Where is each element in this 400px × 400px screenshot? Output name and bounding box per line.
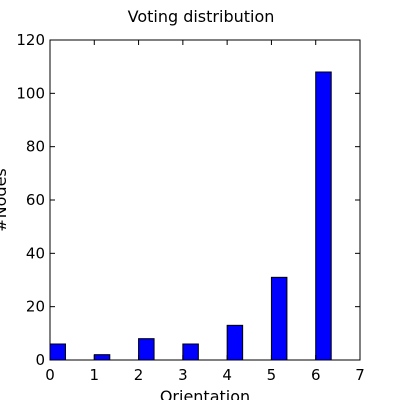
y-tick-label: 0 (35, 351, 45, 369)
chart-title: Voting distribution (128, 7, 275, 26)
bar-1 (93, 354, 111, 360)
x-tick-label: 2 (134, 366, 144, 384)
x-tick-label: 6 (311, 366, 321, 384)
plot-frame (49, 39, 361, 361)
y-tick-label: 100 (16, 84, 45, 102)
bars-group (50, 71, 360, 360)
bar-3 (182, 343, 199, 360)
bar-0 (50, 343, 66, 360)
x-tick-label: 0 (45, 366, 55, 384)
y-tick-label: 60 (26, 191, 45, 209)
x-tick-label: 4 (222, 366, 232, 384)
y-tick-label: 40 (26, 244, 45, 262)
y-tick-label: 20 (26, 298, 45, 316)
bar-2 (138, 338, 155, 360)
bar-5 (270, 276, 288, 360)
x-tick-label: 5 (267, 366, 277, 384)
y-axis-ticks: 0 20 40 60 80 100 120 (16, 31, 360, 369)
y-tick-label: 80 (26, 138, 45, 156)
x-tick-label: 1 (90, 366, 100, 384)
bar-6 (315, 71, 332, 360)
bar-4 (226, 324, 244, 360)
x-axis-label: Orientation (160, 387, 250, 400)
x-tick-label: 3 (178, 366, 188, 384)
x-axis-ticks: 0 1 2 3 4 5 6 7 (45, 40, 365, 384)
x-tick-label: 7 (355, 366, 365, 384)
y-axis-label: #Nodes (0, 168, 10, 232)
bar-7 (359, 290, 360, 360)
y-tick-label: 120 (16, 31, 45, 49)
